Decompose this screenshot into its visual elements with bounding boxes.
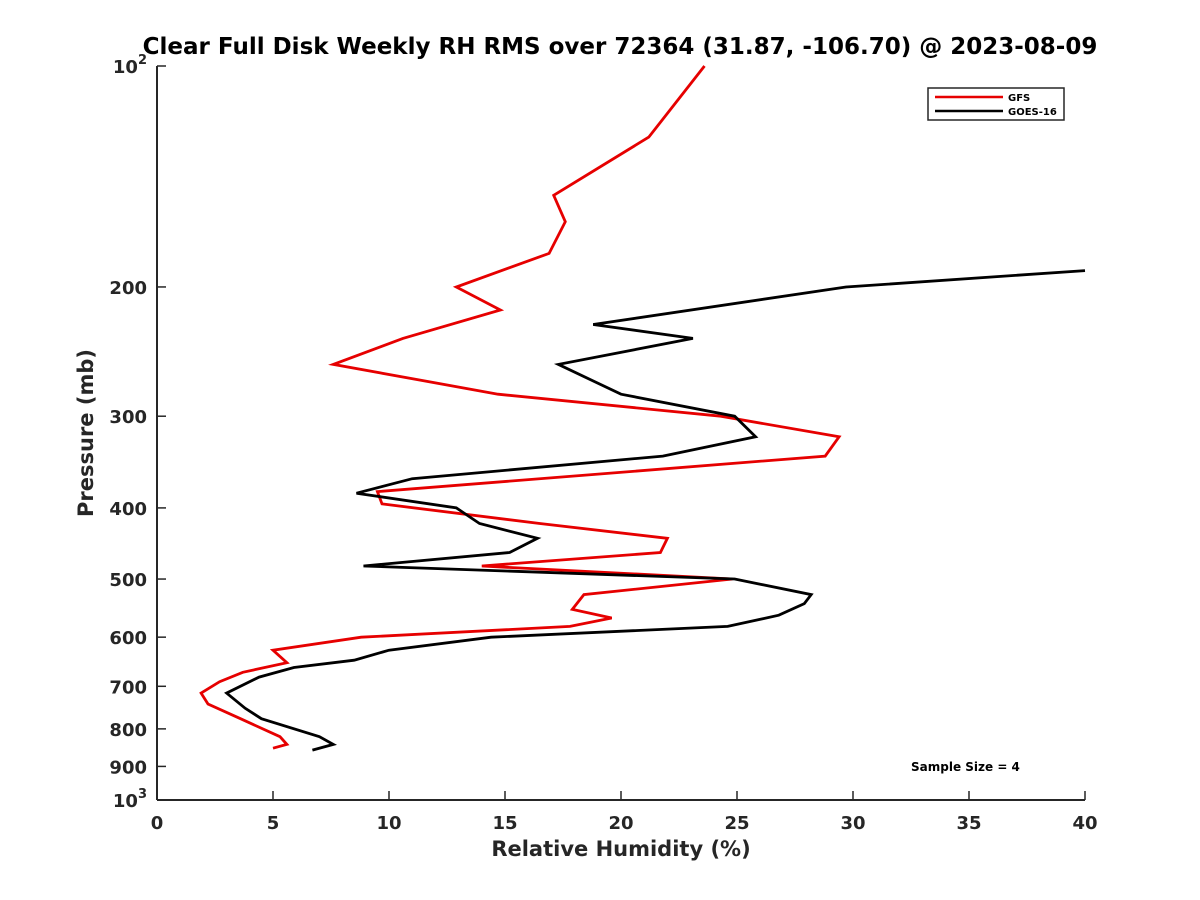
y-tick-label: 200 (109, 278, 147, 299)
legend-box (927, 87, 1065, 121)
legend: GFS GOES-16 (927, 87, 1065, 121)
sample-size-annotation: Sample Size = 4 (911, 760, 1020, 774)
x-tick-label: 40 (1072, 813, 1097, 834)
series-line-goes16 (224, 269, 1086, 752)
series-layer (199, 65, 1086, 752)
legend-label-goes16: GOES-16 (1008, 107, 1057, 118)
y-axis-label: Pressure (mb) (74, 349, 98, 517)
x-tick-label: 30 (840, 813, 865, 834)
x-tick-label: 15 (492, 813, 517, 834)
y-tick-label: 300 (109, 407, 147, 428)
y-tick-label: 600 (109, 628, 147, 649)
y-tick-label: 400 (109, 499, 147, 520)
y-tick-label: 900 (109, 757, 147, 778)
y-tick-label: 700 (109, 677, 147, 698)
y-tick-label: 500 (109, 570, 147, 591)
x-tick-label: 5 (267, 813, 280, 834)
x-ticks: 0 5 10 15 20 25 30 35 40 (151, 791, 1098, 834)
chart-title: Clear Full Disk Weekly RH RMS over 72364… (143, 34, 1098, 60)
y-tick-label: 102 (113, 53, 147, 78)
series-line-gfs (199, 65, 842, 750)
x-tick-label: 35 (956, 813, 981, 834)
x-tick-label: 25 (724, 813, 749, 834)
y-tick-label: 800 (109, 720, 147, 741)
x-axis-label: Relative Humidity (%) (491, 837, 750, 861)
legend-label-gfs: GFS (1008, 93, 1030, 104)
x-tick-label: 20 (608, 813, 633, 834)
x-tick-label: 10 (376, 813, 401, 834)
x-tick-label: 0 (151, 813, 164, 834)
